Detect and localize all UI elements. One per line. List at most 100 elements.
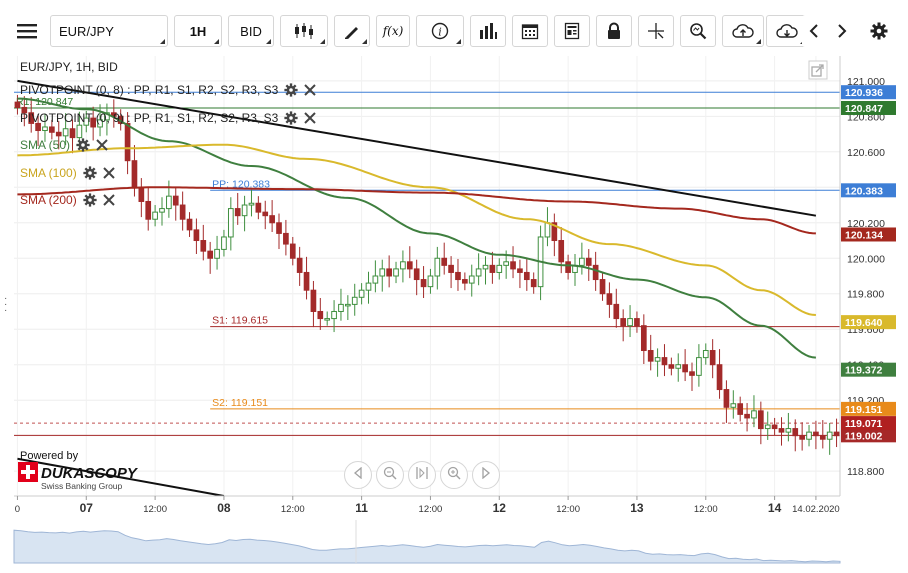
drawing-tools-button[interactable] bbox=[334, 15, 370, 47]
candle bbox=[186, 218, 193, 231]
chart-area[interactable]: R1: 120.847 PP: 120.383 S1: 119.615 S2: 119… bbox=[0, 56, 908, 573]
close-icon[interactable] bbox=[304, 84, 317, 96]
nav-back-button[interactable] bbox=[344, 461, 372, 489]
candle bbox=[317, 310, 324, 320]
candle bbox=[833, 431, 840, 437]
candle bbox=[289, 243, 296, 259]
powered-by: Powered by bbox=[20, 450, 79, 462]
calendar-button[interactable] bbox=[512, 15, 548, 47]
candle bbox=[730, 403, 737, 408]
legend-sma-100: SMA (100) bbox=[20, 166, 115, 180]
gear-icon[interactable] bbox=[76, 138, 90, 152]
indicators-button[interactable]: f(x) bbox=[376, 15, 410, 47]
template-button[interactable] bbox=[554, 15, 590, 47]
zoom-button[interactable] bbox=[680, 15, 716, 47]
candle bbox=[303, 271, 310, 291]
candle bbox=[496, 264, 503, 273]
price-tag bbox=[841, 100, 896, 115]
x-tick-label: 11 bbox=[355, 501, 368, 515]
candle bbox=[455, 271, 461, 281]
timeframe-label: 1H bbox=[189, 23, 207, 39]
price-tag bbox=[841, 416, 896, 431]
candle bbox=[42, 126, 48, 132]
candle bbox=[813, 431, 819, 437]
zoom-out-button[interactable] bbox=[376, 461, 404, 489]
price-tag bbox=[841, 227, 896, 242]
candle bbox=[523, 271, 530, 281]
crosshair-button[interactable] bbox=[638, 15, 674, 47]
candle bbox=[716, 364, 723, 391]
legend-pivot-8: PIVOTPOINT (0, 8) : PP, R1, S1, R2, S2, … bbox=[20, 83, 317, 97]
candle bbox=[400, 261, 406, 270]
instrument-selector[interactable]: EUR/JPY bbox=[50, 15, 168, 47]
sma-line bbox=[17, 186, 816, 235]
candle bbox=[331, 310, 337, 320]
pivot-level-label: S2: 119.151 bbox=[212, 397, 268, 409]
candle bbox=[620, 318, 627, 327]
candle bbox=[565, 261, 571, 273]
candle bbox=[778, 428, 785, 433]
x-tick-label: 07 bbox=[80, 501, 94, 515]
gear-icon[interactable] bbox=[284, 111, 298, 125]
upload-button[interactable] bbox=[722, 15, 764, 47]
close-icon[interactable] bbox=[96, 139, 108, 151]
cloud-download-icon bbox=[776, 22, 798, 40]
candle bbox=[14, 101, 21, 108]
zoom-in-button[interactable] bbox=[440, 461, 468, 489]
chevron-right-icon bbox=[836, 23, 848, 39]
legend-sma-200: SMA (200) bbox=[20, 193, 115, 207]
candle bbox=[434, 257, 441, 277]
candle bbox=[668, 364, 675, 369]
navigator-area bbox=[13, 529, 841, 564]
legend-sma-50: SMA (50) bbox=[20, 138, 108, 152]
close-icon[interactable] bbox=[102, 194, 115, 206]
candle bbox=[393, 268, 399, 277]
document-icon bbox=[564, 22, 580, 40]
candle bbox=[737, 403, 744, 415]
x-tick-label: 12:00 bbox=[281, 504, 305, 515]
resize-handle[interactable]: · · · bbox=[4, 293, 8, 316]
brand-tagline: Swiss Banking Group bbox=[41, 481, 123, 491]
price-tag-label: 119.151 bbox=[845, 404, 883, 416]
y-tick-label: 120.000 bbox=[847, 253, 885, 265]
bar-chart-icon bbox=[479, 23, 497, 39]
zoom-out-icon bbox=[383, 466, 397, 485]
candle bbox=[345, 303, 351, 307]
candle bbox=[764, 424, 771, 430]
price-side-selector[interactable]: BID bbox=[228, 15, 274, 47]
candle bbox=[97, 119, 103, 128]
settings-button[interactable] bbox=[864, 15, 894, 47]
brand-name: DUKASCOPY bbox=[41, 465, 138, 482]
candle bbox=[709, 350, 716, 366]
price-tag bbox=[841, 315, 896, 330]
gear-icon[interactable] bbox=[83, 193, 97, 207]
candles bbox=[14, 95, 840, 455]
candle bbox=[372, 275, 379, 284]
scroll-right-button[interactable] bbox=[830, 15, 854, 47]
timeframe-selector[interactable]: 1H bbox=[174, 15, 222, 47]
expand-button[interactable] bbox=[808, 60, 828, 80]
symbol-title: EUR/JPY, 1H, BID bbox=[20, 60, 118, 74]
lock-button[interactable] bbox=[596, 15, 632, 47]
candle bbox=[69, 128, 76, 139]
info-button[interactable]: i bbox=[416, 15, 464, 47]
x-tick-label: 12:00 bbox=[694, 504, 718, 515]
scroll-left-button[interactable] bbox=[802, 15, 826, 47]
x-tick-label: 0 bbox=[15, 504, 20, 515]
menu-button[interactable] bbox=[10, 15, 44, 47]
candle bbox=[606, 293, 613, 305]
chart-type-button[interactable] bbox=[280, 15, 328, 47]
close-icon[interactable] bbox=[102, 167, 115, 179]
reset-view-button[interactable] bbox=[408, 461, 436, 489]
candle bbox=[241, 204, 248, 217]
nav-forward-button[interactable] bbox=[472, 461, 500, 489]
close-icon[interactable] bbox=[304, 112, 317, 124]
candle bbox=[269, 215, 275, 224]
gear-icon[interactable] bbox=[83, 166, 97, 180]
price-tag bbox=[841, 362, 896, 377]
triangle-left-icon bbox=[352, 466, 364, 484]
candle bbox=[62, 128, 69, 137]
volume-button[interactable] bbox=[470, 15, 506, 47]
gear-icon[interactable] bbox=[284, 83, 298, 97]
